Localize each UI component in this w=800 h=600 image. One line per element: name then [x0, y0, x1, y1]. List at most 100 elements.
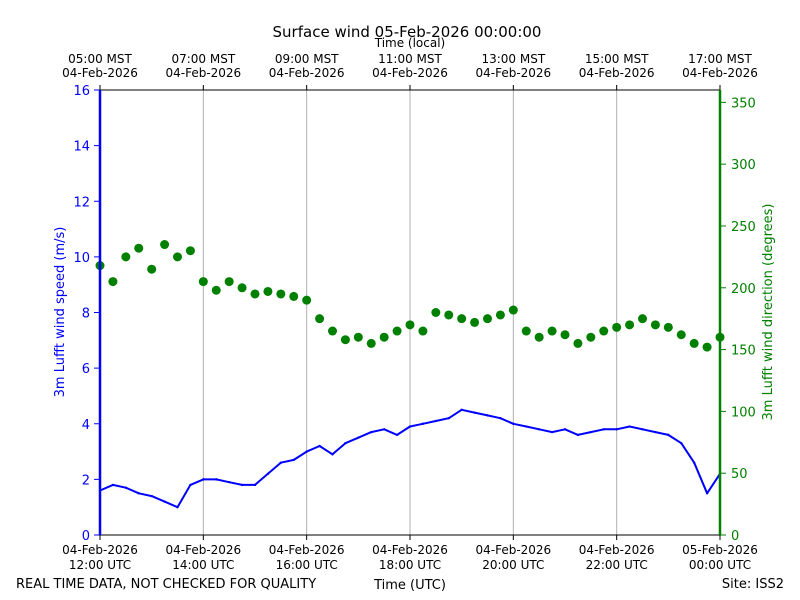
speed-point — [563, 428, 567, 431]
speed-point — [408, 425, 412, 428]
right-tick-label: 300 — [731, 158, 756, 173]
speed-point — [176, 505, 179, 509]
direction-point — [625, 320, 635, 330]
top-tick-time: 05:00 MST — [68, 52, 132, 66]
direction-point — [470, 317, 480, 327]
right-axis-label: 3m Lufft wind direction (degrees) — [761, 204, 776, 421]
speed-point — [460, 408, 463, 412]
speed-point — [124, 486, 128, 489]
top-tick-time: 13:00 MST — [481, 52, 545, 66]
bottom-tick-date: 04-Feb-2026 — [165, 543, 241, 557]
direction-point — [315, 314, 325, 324]
speed-point — [163, 500, 166, 503]
speed-point — [499, 416, 502, 420]
bottom-tick-time: 22:00 UTC — [586, 558, 648, 572]
speed-point — [654, 430, 657, 434]
direction-point — [702, 342, 712, 352]
left-tick-label: 10 — [73, 251, 90, 266]
speed-point — [137, 492, 140, 495]
direction-point — [392, 326, 402, 336]
direction-point — [418, 326, 428, 336]
right-tick-label: 200 — [731, 282, 756, 297]
direction-point — [160, 240, 170, 250]
bottom-tick-date: 04-Feb-2026 — [269, 543, 345, 557]
direction-point — [289, 291, 299, 301]
speed-point — [331, 453, 334, 456]
direction-point — [560, 330, 570, 340]
direction-point — [302, 295, 312, 305]
speed-point — [253, 483, 257, 487]
right-tick-label: 50 — [731, 467, 748, 482]
direction-point — [457, 314, 467, 324]
speed-point — [486, 414, 489, 417]
speed-point — [111, 483, 115, 487]
top-tick-date: 04-Feb-2026 — [579, 66, 655, 80]
top-tick-time: 17:00 MST — [688, 52, 752, 66]
left-axis-label: 3m Lufft wind speed (m/s) — [53, 227, 68, 398]
speed-point — [434, 419, 438, 423]
top-tick-date: 04-Feb-2026 — [475, 66, 551, 80]
direction-point — [198, 277, 208, 287]
top-tick-date: 04-Feb-2026 — [372, 66, 448, 80]
speed-point — [344, 442, 347, 445]
right-tick-label: 0 — [731, 529, 739, 544]
direction-point — [134, 243, 144, 253]
direction-point — [663, 322, 673, 332]
speed-point — [395, 433, 399, 437]
direction-point — [534, 332, 544, 342]
top-tick-date: 04-Feb-2026 — [165, 66, 241, 80]
site-label: Site: ISS2 — [722, 577, 784, 592]
speed-point — [641, 428, 644, 431]
speed-point — [370, 430, 373, 434]
top-tick-time: 07:00 MST — [171, 52, 235, 66]
right-axis-ticks: 0 50 100 150 200 250 300 350 — [720, 96, 756, 544]
bottom-tick-date: 04-Feb-2026 — [475, 543, 551, 557]
bottom-tick-time: 14:00 UTC — [172, 558, 234, 572]
direction-series — [95, 240, 725, 352]
direction-point — [121, 252, 131, 262]
direction-point — [147, 264, 157, 274]
speed-point — [705, 492, 709, 495]
speed-point — [512, 422, 515, 425]
speed-point — [667, 433, 670, 437]
speed-point — [189, 483, 192, 487]
speed-point — [382, 428, 386, 431]
top-axis-label: Time (local) — [374, 36, 446, 50]
direction-point — [263, 286, 273, 296]
speed-point — [318, 444, 321, 448]
right-tick-label: 100 — [731, 405, 756, 420]
direction-point — [547, 326, 557, 336]
top-tick-time: 15:00 MST — [585, 52, 649, 66]
direction-point — [612, 322, 622, 332]
direction-point — [353, 332, 363, 342]
direction-point — [495, 310, 505, 320]
speed-point — [525, 425, 528, 428]
top-tick-date: 04-Feb-2026 — [62, 66, 138, 80]
direction-point — [185, 246, 195, 256]
direction-point — [379, 332, 389, 342]
left-tick-label: 4 — [82, 418, 90, 433]
direction-point — [444, 310, 454, 320]
direction-point — [328, 326, 337, 336]
direction-point — [638, 314, 647, 324]
speed-series — [98, 408, 722, 509]
speed-point — [447, 416, 450, 420]
left-tick-label: 14 — [73, 140, 90, 155]
left-tick-label: 2 — [82, 473, 90, 488]
speed-point — [421, 422, 425, 425]
speed-point — [215, 478, 218, 481]
direction-point — [250, 289, 260, 299]
left-tick-label: 16 — [73, 84, 90, 99]
direction-point — [211, 285, 221, 295]
speed-point — [692, 461, 696, 464]
direction-point — [340, 335, 350, 345]
direction-point — [366, 338, 376, 348]
direction-point — [650, 320, 660, 330]
speed-point — [589, 430, 593, 434]
direction-point — [508, 305, 518, 315]
left-tick-label: 8 — [82, 307, 90, 322]
x-axis-label: Time (UTC) — [373, 578, 446, 593]
